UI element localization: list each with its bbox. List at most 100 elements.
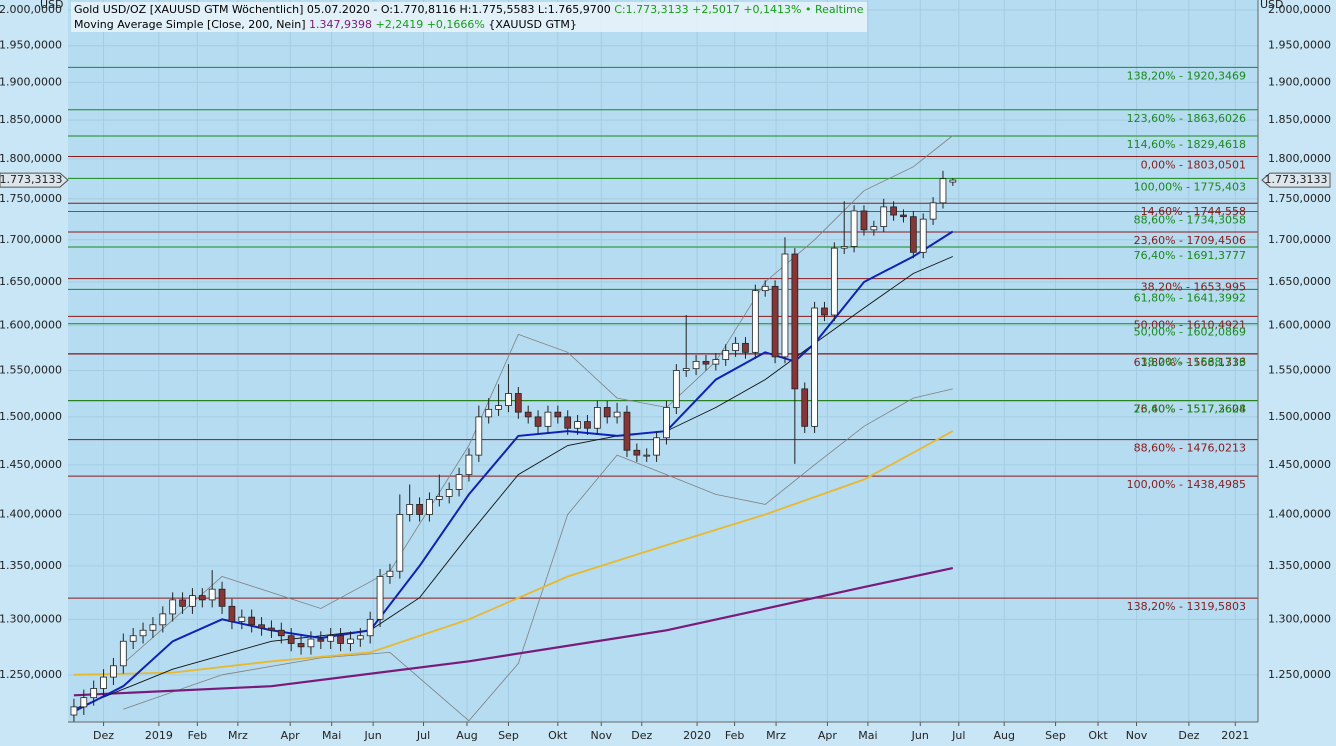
indicator-line: [73, 430, 954, 676]
candle-body: [821, 307, 828, 316]
fib-level-label: 61,80% - 1568,1333: [1134, 356, 1246, 369]
indicator-line: [123, 135, 954, 664]
indicator-line: [73, 567, 954, 697]
candle-body: [742, 342, 749, 353]
candle-body: [702, 360, 710, 365]
x-tick-label: Okt: [1088, 729, 1108, 742]
x-tick-label: Sep: [1045, 729, 1066, 742]
candle-body: [949, 179, 957, 183]
candle-body: [801, 388, 809, 427]
candle-body: [593, 407, 601, 429]
y-tick-label-right: 1.300,0000: [1268, 612, 1331, 625]
y-unit-right: USD: [1260, 0, 1284, 11]
candle-body: [248, 616, 256, 626]
candle-body: [653, 437, 660, 456]
x-tick-label: Dez: [1178, 729, 1199, 742]
plot: [68, 0, 1258, 722]
candle-body: [445, 489, 453, 497]
y-tick-label-right: 1.450,0000: [1268, 458, 1331, 471]
x-tick-label: 2019: [145, 729, 173, 742]
candle-body: [830, 247, 838, 316]
y-tick-label-right: 1.950,0000: [1268, 39, 1331, 52]
candle-body: [465, 454, 473, 476]
candle-body: [189, 595, 196, 607]
y-unit-left: USD: [40, 0, 64, 11]
subtitle-symbol: {XAUUSD GTM}: [488, 18, 577, 31]
y-tick-label: 1.650,0000: [0, 275, 62, 288]
price-tag-label: 1.773,3133: [0, 173, 62, 186]
candle-body: [722, 350, 730, 360]
candle-body: [179, 599, 186, 607]
candle-body: [327, 635, 335, 642]
x-tick-label: Aug: [456, 729, 477, 742]
x-tick-label: Nov: [591, 729, 613, 742]
fib-level-label: 76,40% - 1517,3604: [1134, 403, 1246, 416]
fib-level-label: 138,20% - 1319,5803: [1127, 600, 1246, 613]
y-tick-label: 1.450,0000: [0, 458, 62, 471]
y-tick-label: 1.600,0000: [0, 319, 62, 332]
fib-level-label: 123,60% - 1863,6026: [1127, 112, 1246, 125]
y-tick-label-right: 1.250,0000: [1268, 668, 1331, 681]
fib-level-label: 23,60% - 1709,4506: [1134, 234, 1246, 247]
x-tick-label: Feb: [188, 729, 207, 742]
fib-level-label: 61,80% - 1641,3992: [1134, 291, 1246, 304]
candle-body: [663, 407, 670, 439]
candle-body: [169, 599, 177, 615]
candle-body: [564, 416, 572, 429]
candle-body: [495, 405, 502, 410]
x-tick-label: Aug: [993, 729, 1014, 742]
subtitle-line: Moving Average Simple [Close, 200, Nein]…: [74, 17, 864, 32]
fib-level-label: 38,20% - 1653,995: [1141, 281, 1246, 294]
y-tick-label: 1.850,0000: [0, 113, 62, 126]
candle-body: [337, 635, 344, 644]
candle-body: [880, 206, 888, 227]
candle-body: [366, 618, 374, 637]
y-tick-label-right: 1.800,0000: [1268, 152, 1331, 165]
candle-body: [613, 411, 621, 418]
candle-body: [149, 624, 157, 631]
candle-body: [297, 643, 305, 648]
plot-background: [68, 0, 1258, 722]
fib-level-label: 100,00% - 1438,4985: [1127, 478, 1246, 491]
candle-body: [603, 407, 611, 418]
candle-body: [909, 216, 917, 253]
candle-body: [455, 474, 463, 490]
candle-body: [80, 697, 88, 708]
x-tick-label: Apr: [281, 729, 301, 742]
candle-body: [396, 514, 404, 572]
price-tag-label: 1.773,3133: [1265, 173, 1328, 186]
y-tick-label: 1.700,0000: [0, 233, 62, 246]
y-tick-label-right: 1.400,0000: [1268, 507, 1331, 520]
y-tick-label: 1.550,0000: [0, 363, 62, 376]
candle-body: [919, 218, 927, 253]
x-tick-label: Nov: [1126, 729, 1148, 742]
candle-body: [771, 285, 779, 358]
fib-level-label: 0,00% - 1803,0501: [1141, 159, 1246, 172]
x-tick-label: Dez: [93, 729, 114, 742]
y-tick-label: 1.350,0000: [0, 559, 62, 572]
candle-body: [791, 253, 799, 390]
x-tick-label: Jun: [911, 729, 929, 742]
y-tick-label-right: 1.600,0000: [1268, 319, 1331, 332]
y-tick-label-right: 1.550,0000: [1268, 363, 1331, 376]
candle-body: [712, 359, 720, 365]
y-tick-label-right: 1.350,0000: [1268, 559, 1331, 572]
candle-body: [781, 253, 789, 358]
fib-level-label: 88,60% - 1734,3058: [1134, 214, 1246, 227]
y-tick-label: 1.750,0000: [0, 192, 62, 205]
fib-level-label: 50,00% - 1602,0869: [1134, 326, 1246, 339]
y-tick-label: 2.000,0000: [0, 3, 62, 16]
x-tick-label: Mai: [322, 729, 341, 742]
candle-body: [208, 588, 216, 601]
candle-body: [890, 206, 897, 216]
x-tick-label: Jul: [951, 729, 965, 742]
title: Gold USD/OZ [XAUUSD GTM Wöchentlich] 05.…: [74, 3, 611, 16]
fib-level-label: 88,60% - 1476,0213: [1134, 442, 1246, 455]
candle-body: [238, 616, 246, 622]
candle-body: [761, 285, 769, 292]
y-tick-label: 1.500,0000: [0, 410, 62, 423]
x-tick-label: Jun: [364, 729, 382, 742]
candle-body: [258, 624, 265, 629]
candle-body: [870, 226, 878, 231]
